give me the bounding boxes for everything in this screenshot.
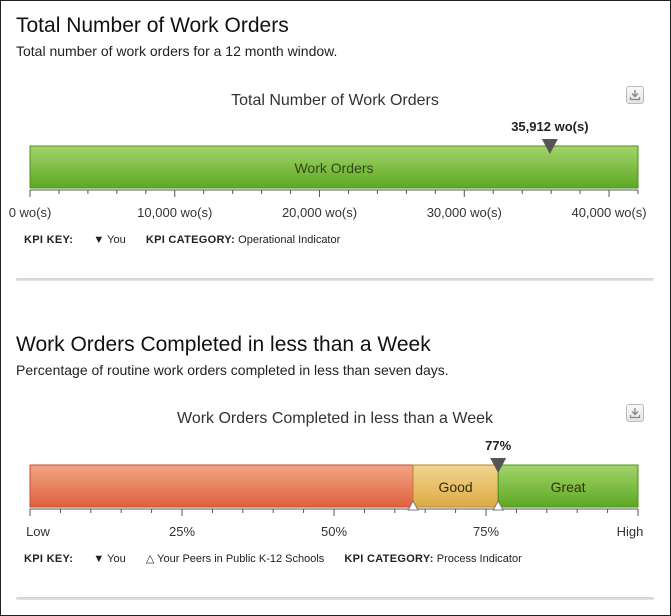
band-great (497, 464, 639, 508)
download-icon (629, 90, 641, 101)
bar-label: Work Orders (294, 160, 373, 176)
bar-work-orders (29, 145, 639, 189)
x-tick-label: 50% (321, 524, 347, 539)
download-icon (629, 408, 641, 419)
you-legend-label: You (107, 553, 126, 565)
x-tick-label: 40,000 wo(s) (571, 205, 646, 220)
up-triangle-outline-icon: △ (145, 553, 155, 565)
panel-divider (16, 278, 654, 281)
panel-title: Total Number of Work Orders (16, 14, 289, 37)
kpi-category-value: Operational Indicator (238, 234, 341, 246)
kpi-panel-work-orders-week: Work Orders Completed in less than a Wee… (16, 333, 654, 603)
peers-legend-label: Your Peers in Public K-12 Schools (157, 553, 325, 565)
you-legend-label: You (107, 234, 126, 246)
panel-divider (16, 597, 654, 600)
kpi-category-value: Process Indicator (436, 553, 522, 565)
peer-marker (407, 499, 419, 511)
band-good (412, 464, 499, 508)
you-marker (541, 139, 558, 154)
x-tick-label: 10,000 wo(s) (137, 205, 212, 220)
you-value-label: 35,912 wo(s) (511, 119, 588, 134)
you-value-label: 77% (485, 438, 511, 453)
kpi-key-label: KPI KEY: (24, 553, 74, 565)
x-tick-label: 75% (473, 524, 499, 539)
kpi-panel-total-work-orders: Total Number of Work Orders Total number… (9, 14, 654, 284)
kpi-category-label: KPI CATEGORY: (145, 234, 236, 246)
x-tick-label: Low (26, 524, 50, 539)
peer-marker (492, 499, 505, 511)
chart-total-work-orders: Work Orders 0 wo(s) 10,000 wo(s) 20,000 wo(… (9, 119, 647, 220)
kpi-key-label: KPI KEY: (24, 234, 74, 246)
kpi-key-row: KPI KEY: ▼ You KPI CATEGORY: Operational… (24, 234, 340, 246)
panel-title: Work Orders Completed in less than a Wee… (16, 333, 431, 356)
download-button[interactable] (626, 86, 644, 104)
down-triangle-icon: ▼ (93, 553, 105, 565)
panel-description: Total number of work orders for a 12 mon… (16, 43, 338, 59)
chart-title: Total Number of Work Orders (231, 92, 439, 109)
you-marker (490, 458, 507, 473)
x-tick-label: 20,000 wo(s) (282, 205, 357, 220)
x-tick-label: High (617, 524, 644, 539)
band-low (29, 464, 414, 508)
x-tick-label: 25% (169, 524, 195, 539)
x-tick-label: 0 wo(s) (9, 205, 52, 220)
kpi-key-row: KPI KEY: ▼ You △ Your Peers in Public K-… (24, 552, 522, 565)
band-label: Good (438, 479, 472, 495)
chart-title: Work Orders Completed in less than a Wee… (177, 410, 493, 427)
panel-description: Percentage of routine work orders comple… (16, 362, 449, 378)
download-button[interactable] (626, 404, 644, 422)
kpi-category-label: KPI CATEGORY: (344, 553, 434, 565)
down-triangle-icon: ▼ (93, 234, 105, 246)
band-label: Great (551, 479, 586, 495)
x-tick-label: 30,000 wo(s) (427, 205, 502, 220)
chart-work-orders-week: Good Great Low 25% 50% 75% High 77% (26, 438, 644, 539)
